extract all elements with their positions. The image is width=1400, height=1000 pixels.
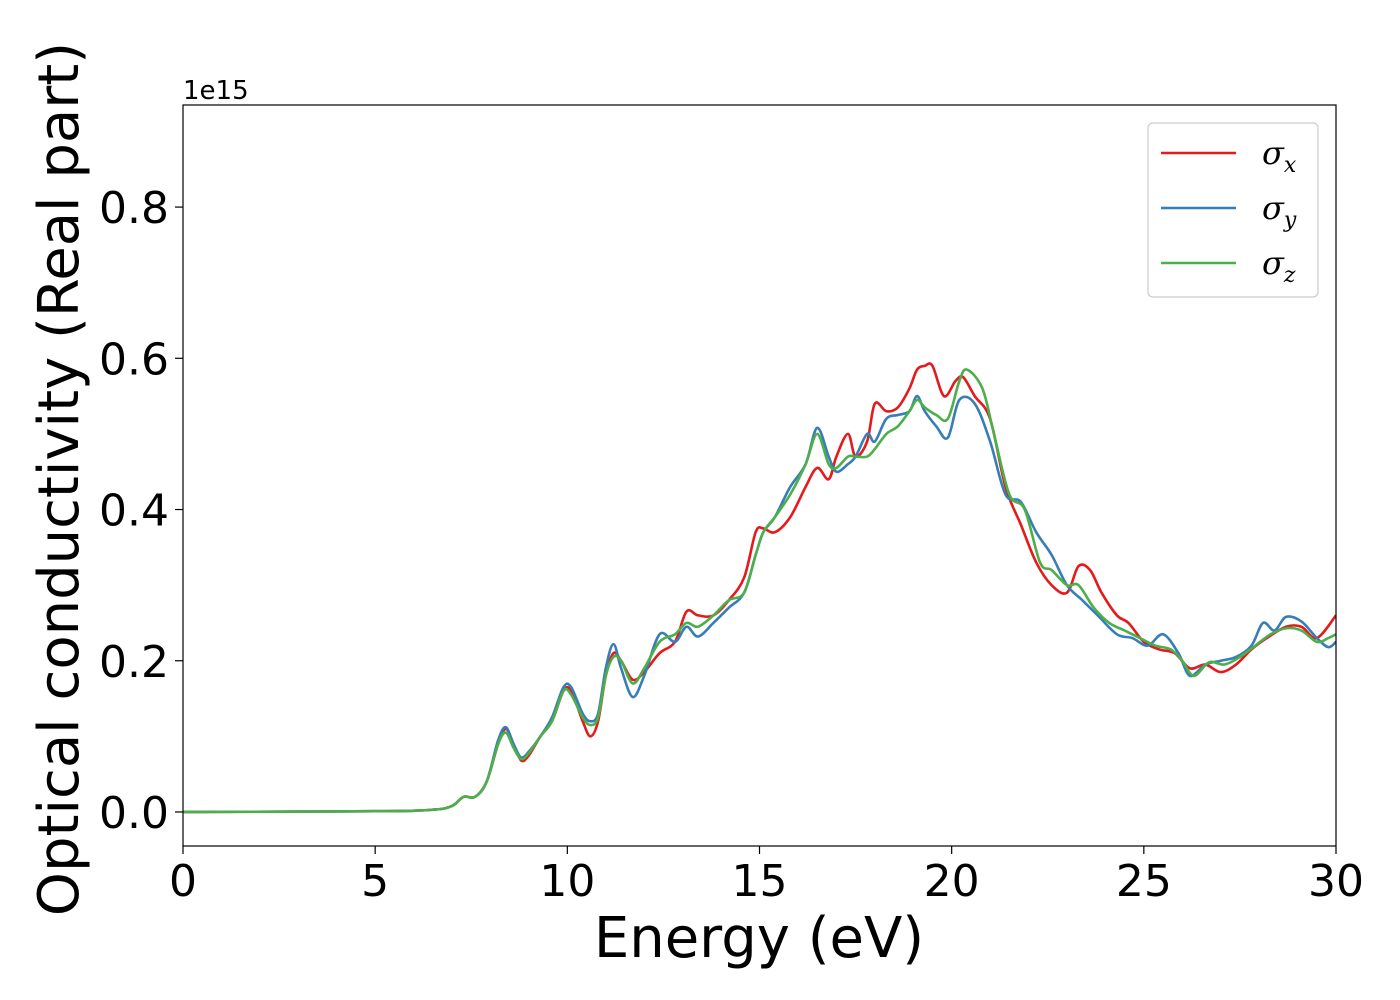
y-tick-label: 0.0: [99, 788, 169, 839]
y-tick-label: 0.8: [99, 183, 169, 234]
legend-box: [1147, 122, 1319, 298]
legend-label-x: σx: [1262, 134, 1297, 178]
x-axis: 0 5 10 15 20 25 30: [169, 846, 1364, 907]
x-tick-label: 0: [169, 856, 197, 907]
series-line-x: [183, 362, 1336, 814]
series-line-y: [183, 394, 1336, 814]
x-tick-label: 15: [732, 856, 788, 907]
x-tick-label: 25: [1116, 856, 1172, 907]
legend-label-y: σy: [1262, 189, 1297, 233]
x-tick-label: 20: [924, 856, 980, 907]
x-tick-label: 10: [539, 856, 595, 907]
y-offset-label: 1e15: [183, 76, 249, 106]
x-axis-title: Energy (eV): [594, 906, 924, 971]
y-tick-label: 0.2: [99, 637, 169, 688]
y-tick-label: 0.6: [99, 334, 169, 385]
y-tick-label: 0.4: [99, 486, 169, 537]
y-axis: 0.0 0.2 0.4 0.6 0.8: [99, 183, 183, 839]
y-axis-title: Optical conductivity (Real part): [27, 42, 92, 916]
series-line-z: [183, 368, 1336, 814]
x-tick-label: 30: [1308, 856, 1364, 907]
x-tick-label: 5: [361, 856, 389, 907]
